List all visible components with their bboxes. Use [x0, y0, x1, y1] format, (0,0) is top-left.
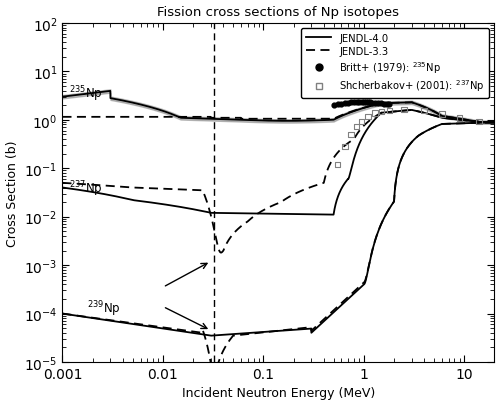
- Point: [362, 100, 370, 106]
- Point: [338, 101, 345, 108]
- Point: [383, 101, 391, 108]
- Point: [358, 100, 366, 106]
- Point: [378, 109, 386, 115]
- Point: [330, 102, 338, 109]
- Point: [341, 101, 349, 107]
- Text: $^{239}$Np: $^{239}$Np: [87, 298, 120, 318]
- Point: [344, 100, 352, 107]
- Point: [334, 102, 342, 108]
- Point: [438, 112, 446, 118]
- Title: Fission cross sections of Np isotopes: Fission cross sections of Np isotopes: [158, 6, 400, 19]
- Point: [378, 101, 386, 107]
- Point: [341, 144, 349, 150]
- Point: [358, 119, 366, 126]
- Text: $^{237}$Np: $^{237}$Np: [68, 179, 102, 199]
- Point: [386, 102, 394, 108]
- Point: [386, 108, 394, 115]
- Point: [456, 115, 464, 122]
- Point: [352, 100, 360, 106]
- Point: [371, 111, 379, 117]
- Point: [366, 100, 374, 107]
- Point: [371, 100, 379, 107]
- Point: [360, 100, 368, 106]
- Point: [475, 119, 483, 126]
- Legend: JENDL-4.0, JENDL-3.3, Britt+ (1979): $^{235}$Np, Shcherbakov+ (2001): $^{237}$Np: JENDL-4.0, JENDL-3.3, Britt+ (1979): $^{…: [301, 29, 490, 99]
- Point: [334, 162, 342, 168]
- Point: [364, 114, 372, 120]
- X-axis label: Incident Neutron Energy (MeV): Incident Neutron Energy (MeV): [182, 386, 375, 399]
- Point: [350, 100, 358, 106]
- Point: [374, 101, 382, 107]
- Point: [400, 107, 407, 114]
- Point: [368, 100, 376, 107]
- Point: [420, 108, 428, 115]
- Point: [364, 100, 372, 106]
- Point: [347, 132, 355, 138]
- Point: [352, 124, 360, 131]
- Text: $^{235}$Np: $^{235}$Np: [68, 84, 102, 104]
- Point: [347, 100, 355, 107]
- Y-axis label: Cross Section (b): Cross Section (b): [6, 140, 18, 246]
- Point: [380, 101, 388, 108]
- Point: [355, 100, 363, 106]
